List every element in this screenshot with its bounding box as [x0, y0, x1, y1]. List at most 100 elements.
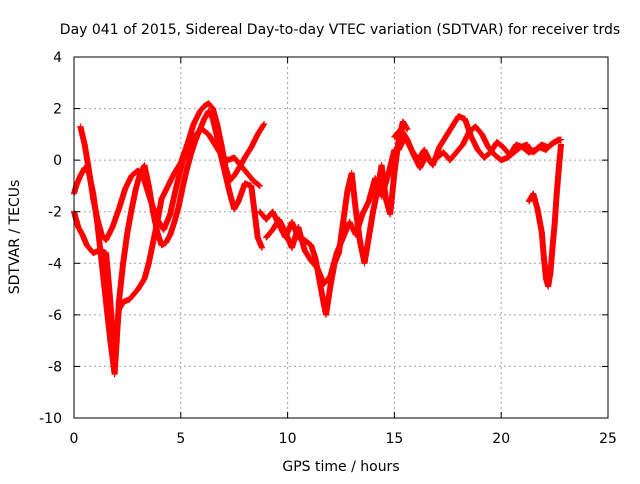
grid-layer — [74, 57, 608, 418]
data-point — [523, 141, 530, 148]
data-point — [90, 249, 97, 256]
data-point — [244, 170, 251, 177]
data-point — [256, 182, 263, 189]
data-point — [282, 229, 289, 236]
data-point — [158, 195, 165, 202]
data-point — [397, 126, 404, 133]
data-point — [372, 175, 379, 182]
data-point — [399, 118, 406, 125]
data-point — [126, 296, 133, 303]
data-series — [77, 123, 263, 244]
data-point — [128, 206, 135, 213]
data-point — [530, 149, 537, 156]
data-point — [498, 157, 505, 164]
y-axis-label: SDTVAR / TECUs — [7, 180, 23, 295]
data-point — [551, 221, 558, 228]
data-point — [111, 371, 118, 378]
data-point — [254, 131, 261, 138]
data-point — [209, 115, 216, 122]
data-point — [530, 190, 537, 197]
data-point — [145, 260, 152, 267]
x-tick-label: 5 — [176, 431, 185, 447]
data-point — [107, 337, 114, 344]
data-point — [312, 255, 319, 262]
data-point — [90, 195, 97, 202]
data-point — [171, 219, 178, 226]
data-point — [320, 280, 327, 287]
data-point — [491, 151, 498, 158]
data-point — [237, 162, 244, 169]
data-point — [141, 162, 148, 169]
data-point — [141, 275, 148, 282]
data-point — [214, 133, 221, 140]
data-point — [83, 242, 90, 249]
axis-layer: 0 5 10 15 20 25 -10 -8 -6 -4 -2 0 2 4 — [39, 50, 617, 447]
data-point — [295, 224, 302, 231]
data-point — [344, 188, 351, 195]
data-point — [540, 255, 547, 262]
data-point — [525, 198, 532, 205]
data-point — [449, 123, 456, 130]
data-point — [320, 301, 327, 308]
data-point — [188, 149, 195, 156]
data-point — [333, 249, 340, 256]
y-tick-label: -8 — [48, 359, 62, 375]
y-tick-label: 2 — [53, 102, 62, 118]
data-series — [71, 108, 265, 378]
y-tick-label: -10 — [39, 411, 62, 427]
x-tick-label: 10 — [279, 431, 297, 447]
data-point — [414, 157, 421, 164]
data-point — [466, 128, 473, 135]
data-series — [263, 146, 398, 287]
x-tick-label: 20 — [492, 431, 510, 447]
data-point — [269, 208, 276, 215]
data-point — [314, 265, 321, 272]
data-point — [122, 185, 129, 192]
data-point — [167, 211, 174, 218]
data-point — [115, 298, 122, 305]
y-tick-label: -2 — [48, 205, 62, 221]
data-point — [517, 144, 524, 151]
data-point — [115, 206, 122, 213]
y-tick-label: -4 — [48, 256, 62, 272]
data-point — [474, 146, 481, 153]
points-layer — [71, 100, 565, 378]
data-point — [184, 164, 191, 171]
x-tick-label: 15 — [385, 431, 403, 447]
data-point — [158, 242, 165, 249]
data-point — [218, 151, 225, 158]
data-point — [77, 123, 84, 130]
data-point — [201, 115, 208, 122]
data-point — [175, 203, 182, 210]
data-point — [513, 141, 520, 148]
data-point — [442, 133, 449, 140]
data-point — [209, 105, 216, 112]
data-point — [359, 211, 366, 218]
data-point — [199, 126, 206, 133]
data-series — [395, 123, 562, 166]
data-point — [472, 123, 479, 130]
data-point — [301, 247, 308, 254]
data-point — [263, 234, 270, 241]
data-point — [553, 190, 560, 197]
y-tick-label: -6 — [48, 308, 62, 324]
data-point — [534, 206, 541, 213]
data-point — [269, 226, 276, 233]
chart-title: Day 041 of 2015, Sidereal Day-to-day VTE… — [60, 22, 620, 38]
data-point — [226, 190, 233, 197]
data-point — [421, 146, 428, 153]
data-point — [205, 108, 212, 115]
data-point — [79, 231, 86, 238]
data-point — [162, 239, 169, 246]
data-point — [555, 164, 562, 171]
data-point — [440, 149, 447, 156]
data-point — [547, 270, 554, 277]
data-point — [288, 244, 295, 251]
data-point — [348, 170, 355, 177]
data-point — [549, 244, 556, 251]
data-point — [201, 102, 208, 109]
data-point — [481, 154, 488, 161]
data-point — [417, 164, 424, 171]
data-point — [478, 131, 485, 138]
